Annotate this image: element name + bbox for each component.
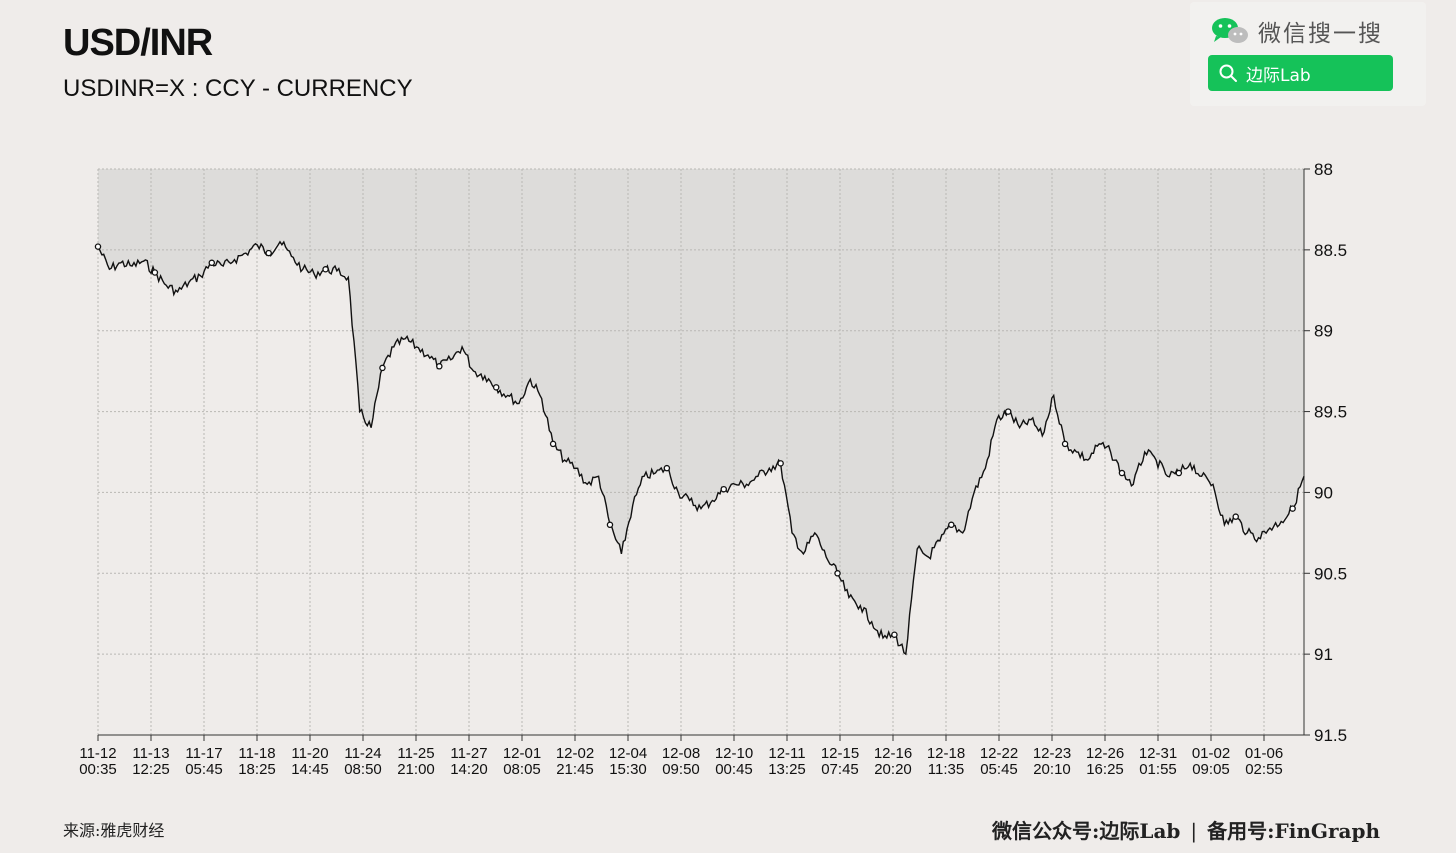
price-marker (1289, 505, 1296, 512)
price-marker (379, 364, 386, 372)
price-marker (1004, 408, 1012, 415)
x-tick-date: 12-04 (609, 745, 647, 762)
x-tick-date: 11-17 (185, 745, 222, 762)
price-marker (891, 631, 898, 638)
x-tick-time: 08:50 (344, 761, 382, 778)
source-note: 来源:雅虎财经 (63, 821, 165, 840)
search-icon (1219, 64, 1237, 82)
x-tick-date: 11-18 (238, 745, 275, 762)
x-tick-date: 12-02 (556, 745, 594, 762)
x-tick-time: 20:20 (874, 761, 912, 778)
price-marker (720, 485, 728, 493)
price-line (97, 240, 1305, 656)
y-tick-label: 89 (1314, 322, 1333, 341)
chart-subtitle: USDINR=X : CCY - CURRENCY (63, 75, 413, 102)
y-tick-label: 88.5 (1314, 241, 1347, 260)
x-tick-time: 01:55 (1139, 761, 1177, 778)
x-tick-date: 12-10 (715, 745, 753, 762)
x-tick-date: 12-16 (874, 745, 912, 762)
x-tick-date: 12-22 (980, 745, 1018, 762)
wechat-search-button[interactable]: 边际Lab (1208, 55, 1393, 91)
price-marker (663, 464, 671, 472)
price-marker (322, 266, 329, 273)
wechat-icon (1212, 18, 1248, 43)
x-tick-time: 13:25 (768, 761, 806, 778)
price-marker (492, 384, 500, 391)
x-tick-time: 09:05 (1192, 761, 1230, 778)
x-tick-date: 11-20 (291, 745, 328, 762)
wechat-search-label: 微信搜一搜 (1258, 21, 1383, 47)
x-tick-date: 12-18 (927, 745, 965, 762)
x-tick-date: 12-11 (768, 745, 805, 762)
wechat-search-text: 边际Lab (1246, 65, 1311, 86)
x-tick-time: 02:55 (1245, 761, 1283, 778)
x-tick-time: 21:00 (397, 761, 435, 778)
account-label: 微信公众号: (992, 819, 1100, 843)
price-marker (1118, 469, 1126, 477)
x-tick-time: 14:45 (291, 761, 329, 778)
x-tick-date: 11-24 (344, 745, 381, 762)
backup-label: 备用号: (1207, 819, 1275, 843)
x-tick-date: 12-26 (1086, 745, 1124, 762)
y-tick-label: 88 (1314, 160, 1333, 179)
x-tick-time: 12:25 (132, 761, 170, 778)
x-tick-date: 12-08 (662, 745, 700, 762)
price-marker (606, 521, 614, 529)
x-tick-time: 08:05 (503, 761, 541, 778)
x-tick-date: 11-27 (450, 745, 487, 762)
x-tick-time: 11:35 (928, 761, 964, 778)
price-marker (151, 269, 159, 276)
x-tick-date: 12-15 (821, 745, 859, 762)
footer-divider: | (1190, 819, 1198, 843)
x-tick-date: 12-23 (1033, 745, 1071, 762)
price-marker (436, 363, 443, 370)
x-tick-time: 15:30 (609, 761, 647, 778)
x-tick-time: 18:25 (238, 761, 276, 778)
price-marker (208, 259, 216, 267)
y-tick-label: 91.5 (1314, 726, 1347, 745)
x-tick-date: 12-01 (503, 745, 541, 762)
price-marker (1061, 440, 1069, 448)
x-tick-time: 05:45 (980, 761, 1018, 778)
price-marker (834, 570, 841, 577)
price-marker (265, 249, 272, 257)
x-tick-time: 00:35 (79, 761, 117, 778)
x-tick-date: 01-02 (1192, 745, 1230, 762)
price-area (98, 169, 1304, 655)
x-tick-time: 00:45 (715, 761, 753, 778)
price-marker (549, 440, 557, 448)
footer-credit: 微信公众号:边际Lab | 备用号:FinGraph (992, 815, 1380, 844)
x-tick-time: 05:45 (185, 761, 223, 778)
x-tick-time: 07:45 (821, 761, 859, 778)
y-tick-label: 91 (1314, 645, 1333, 664)
x-tick-date: 11-12 (79, 745, 116, 762)
price-marker (94, 243, 102, 250)
account-name: 边际Lab (1099, 819, 1181, 843)
x-tick-time: 16:25 (1086, 761, 1124, 778)
x-tick-date: 12-31 (1139, 745, 1177, 762)
y-tick-label: 90 (1314, 483, 1333, 502)
price-marker (948, 521, 955, 529)
wechat-search-header: 微信搜一搜 (1210, 14, 1383, 48)
y-tick-label: 89.5 (1314, 403, 1347, 422)
price-marker (777, 460, 784, 467)
x-tick-date: 11-25 (397, 745, 434, 762)
price-marker (1175, 469, 1183, 477)
price-marker (1232, 513, 1239, 520)
x-tick-time: 14:20 (450, 761, 488, 778)
x-tick-time: 09:50 (662, 761, 700, 778)
x-tick-time: 20:10 (1033, 761, 1071, 778)
y-tick-label: 90.5 (1314, 564, 1347, 583)
chart-title: USD/INR (63, 22, 213, 64)
x-tick-date: 01-06 (1245, 745, 1283, 762)
backup-name: FinGraph (1274, 819, 1380, 843)
x-tick-date: 11-13 (132, 745, 169, 762)
x-tick-time: 21:45 (556, 761, 594, 778)
